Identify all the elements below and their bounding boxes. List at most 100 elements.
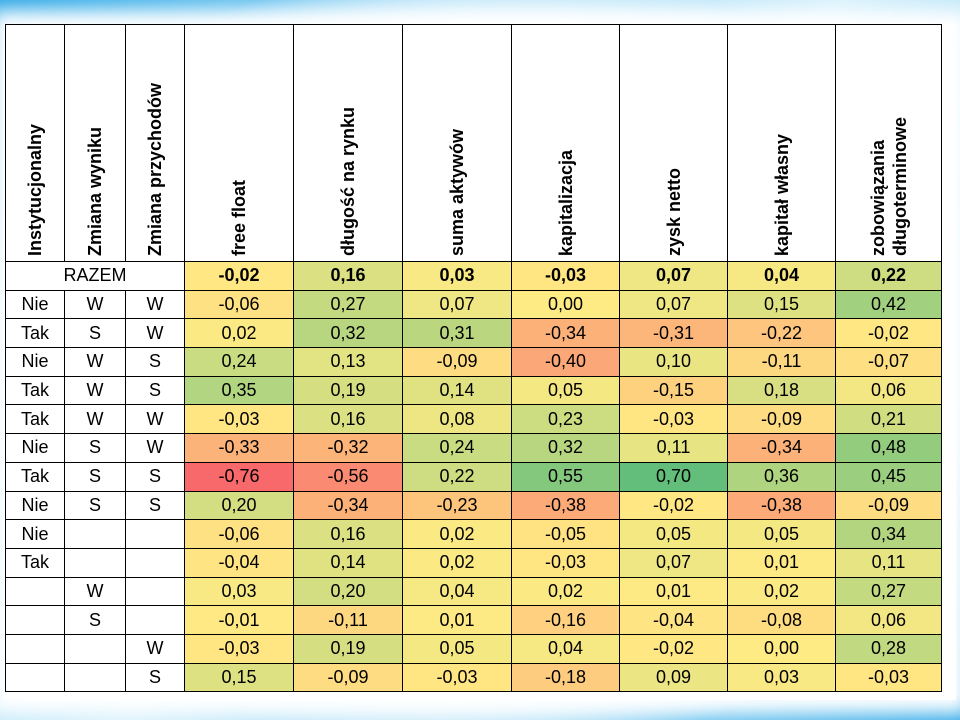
- cell-instytucjonalny: Tak: [5, 375, 65, 406]
- value-cell: 0,16: [293, 404, 403, 435]
- cell-zmiana-wyniku: S: [64, 490, 126, 521]
- value-cell: -0,08: [727, 605, 836, 635]
- value-cell: -0,01: [184, 605, 294, 635]
- cell-zmiana-przychodow: W: [125, 404, 185, 435]
- header-label: suma aktywów: [447, 128, 467, 256]
- cell-instytucjonalny: [5, 662, 65, 693]
- cell-zmiana-wyniku: W: [64, 404, 126, 435]
- value-cell: 0,08: [402, 404, 512, 435]
- cell-instytucjonalny: Nie: [5, 433, 65, 463]
- value-cell: 0,42: [835, 289, 942, 320]
- value-cell: -0,09: [293, 662, 403, 693]
- cell-zmiana-przychodow: [125, 605, 185, 635]
- total-cell: -0,02: [184, 261, 294, 291]
- table-row: Nie S S 0,20 -0,34 -0,23 -0,38 -0,02 -0,38 -0,09: [5, 490, 942, 521]
- value-cell: 0,05: [727, 519, 836, 549]
- total-cell: 0,22: [835, 261, 942, 291]
- value-cell: 0,06: [835, 375, 942, 406]
- header-free-float: free float: [184, 24, 294, 262]
- cell-zmiana-przychodow: [125, 576, 185, 607]
- value-cell: 0,11: [835, 547, 942, 578]
- header-zmiana-przychodow: Zmiana przychodów: [125, 24, 185, 262]
- value-cell: 0,27: [835, 576, 942, 607]
- cell-instytucjonalny: [5, 605, 65, 635]
- cell-zmiana-wyniku: W: [64, 289, 126, 320]
- value-cell: 0,20: [293, 576, 403, 607]
- cell-instytucjonalny: Nie: [5, 347, 65, 377]
- value-cell: -0,11: [727, 347, 836, 377]
- value-cell: 0,09: [619, 662, 728, 693]
- value-cell: 0,07: [619, 547, 728, 578]
- value-cell: 0,27: [293, 289, 403, 320]
- table-row: W -0,03 0,19 0,05 0,04 -0,02 0,00 0,28: [5, 633, 942, 664]
- value-cell: 0,00: [511, 289, 620, 320]
- cell-zmiana-przychodow: [125, 547, 185, 578]
- value-cell: 0,01: [402, 605, 512, 635]
- value-cell: 0,31: [402, 318, 512, 349]
- value-cell: -0,07: [835, 347, 942, 377]
- value-cell: 0,48: [835, 433, 942, 463]
- value-cell: 0,13: [293, 347, 403, 377]
- cell-zmiana-wyniku: W: [64, 347, 126, 377]
- header-label: Zmiana przychodów: [145, 82, 165, 256]
- total-label: RAZEM: [5, 261, 185, 291]
- value-cell: 0,15: [184, 662, 294, 693]
- value-cell: -0,18: [511, 662, 620, 693]
- value-cell: 0,01: [727, 547, 836, 578]
- value-cell: -0,23: [402, 490, 512, 521]
- value-cell: 0,05: [402, 633, 512, 664]
- value-cell: -0,09: [835, 490, 942, 521]
- cell-zmiana-wyniku: [64, 633, 126, 664]
- cell-zmiana-przychodow: W: [125, 433, 185, 463]
- table-row: Tak W S 0,35 0,19 0,14 0,05 -0,15 0,18 0,06: [5, 375, 942, 406]
- value-cell: 0,02: [511, 576, 620, 607]
- value-cell: 0,19: [293, 375, 403, 406]
- header-kapital-wlasny: kapitał własny: [727, 24, 836, 262]
- header-label: Instytucjonalny: [25, 123, 45, 256]
- value-cell: -0,22: [727, 318, 836, 349]
- value-cell: -0,05: [511, 519, 620, 549]
- value-cell: 0,11: [619, 433, 728, 463]
- cell-instytucjonalny: Nie: [5, 519, 65, 549]
- value-cell: -0,03: [511, 547, 620, 578]
- header-dlugosc-na-rynku: długość na rynku: [293, 24, 403, 262]
- value-cell: 0,05: [511, 375, 620, 406]
- value-cell: -0,04: [619, 605, 728, 635]
- cell-zmiana-przychodow: S: [125, 662, 185, 693]
- value-cell: -0,03: [619, 404, 728, 435]
- total-cell: 0,16: [293, 261, 403, 291]
- cell-zmiana-przychodow: S: [125, 347, 185, 377]
- value-cell: 0,06: [835, 605, 942, 635]
- value-cell: -0,16: [511, 605, 620, 635]
- cell-zmiana-przychodow: W: [125, 318, 185, 349]
- cell-instytucjonalny: Nie: [5, 490, 65, 521]
- header-label: zysk netto: [663, 167, 684, 256]
- value-cell: 0,45: [835, 461, 942, 492]
- value-cell: -0,02: [835, 318, 942, 349]
- value-cell: -0,03: [184, 404, 294, 435]
- cell-instytucjonalny: Nie: [5, 289, 65, 320]
- value-cell: -0,40: [511, 347, 620, 377]
- cell-instytucjonalny: Tak: [5, 318, 65, 349]
- value-cell: 0,02: [402, 519, 512, 549]
- value-cell: 0,07: [402, 289, 512, 320]
- table-row: Nie W S 0,24 0,13 -0,09 -0,40 0,10 -0,11 -0,07: [5, 347, 942, 377]
- header-zmiana-wyniku: Zmiana wyniku: [64, 24, 126, 262]
- table-row: Tak S W 0,02 0,32 0,31 -0,34 -0,31 -0,22 -0,02: [5, 318, 942, 349]
- value-cell: 0,18: [727, 375, 836, 406]
- value-cell: -0,34: [511, 318, 620, 349]
- cell-instytucjonalny: [5, 576, 65, 607]
- cell-instytucjonalny: [5, 633, 65, 664]
- value-cell: -0,56: [293, 461, 403, 492]
- cell-zmiana-wyniku: [64, 662, 126, 693]
- value-cell: 0,05: [619, 519, 728, 549]
- table-row: S -0,01 -0,11 0,01 -0,16 -0,04 -0,08 0,06: [5, 605, 942, 635]
- value-cell: 0,32: [511, 433, 620, 463]
- value-cell: 0,02: [402, 547, 512, 578]
- value-cell: 0,35: [184, 375, 294, 406]
- value-cell: 0,21: [835, 404, 942, 435]
- value-cell: -0,09: [727, 404, 836, 435]
- value-cell: 0,55: [511, 461, 620, 492]
- value-cell: -0,03: [184, 633, 294, 664]
- table-row: Tak -0,04 0,14 0,02 -0,03 0,07 0,01 0,11: [5, 547, 942, 578]
